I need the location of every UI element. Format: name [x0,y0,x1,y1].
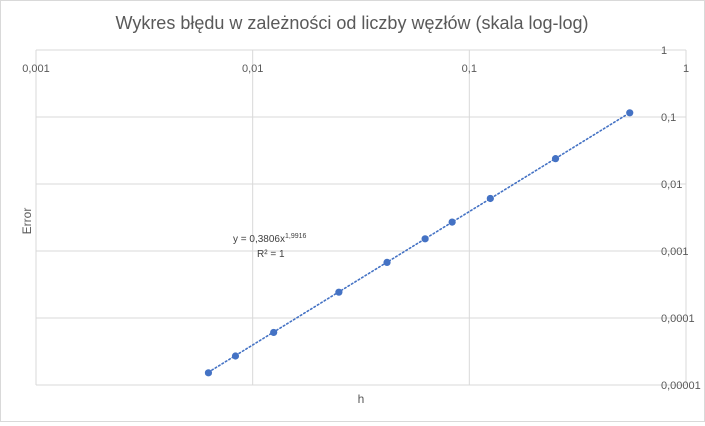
data-point [421,235,429,243]
y-tick-label: 0,01 [661,179,682,191]
trendline-line [207,111,631,374]
y-tick-label: 0,001 [661,246,689,258]
x-tick-label: 0,001 [22,63,50,75]
trendline-equation-exponent: 1,9916 [285,233,307,240]
data-points [204,109,634,377]
trendline-r-squared: R² = 1 [257,249,285,260]
x-tick-label: 0,01 [242,63,263,75]
gridlines [35,49,687,386]
data-point [204,369,213,377]
data-point [383,258,391,266]
trendline-equation-base: y = 0,3806x [233,234,285,245]
y-tick-label: 0,00001 [661,380,701,392]
chart-title: Wykres błędu w zależności od liczby węzł… [115,13,588,33]
data-point [448,218,456,226]
data-point [270,328,278,337]
data-point [231,352,240,360]
data-point [626,109,634,117]
x-tick-label: 0,1 [462,63,477,75]
data-point [335,288,343,296]
trendline-equation: y = 0,3806x1,9916 [233,233,307,245]
x-tick-labels: 0,001 0,01 0,1 1 [22,63,689,75]
data-point [551,155,560,163]
trendline [207,111,631,374]
y-axis-label: Error [20,208,34,235]
y-tick-label: 1 [661,45,667,57]
y-tick-label: 0,1 [661,112,676,124]
x-tick-label: 1 [683,63,689,75]
x-axis-label: h [358,392,365,406]
data-point [486,194,494,203]
y-tick-label: 0,0001 [661,313,695,325]
y-tick-labels: 1 0,1 0,01 0,001 0,0001 0,00001 [661,45,701,392]
